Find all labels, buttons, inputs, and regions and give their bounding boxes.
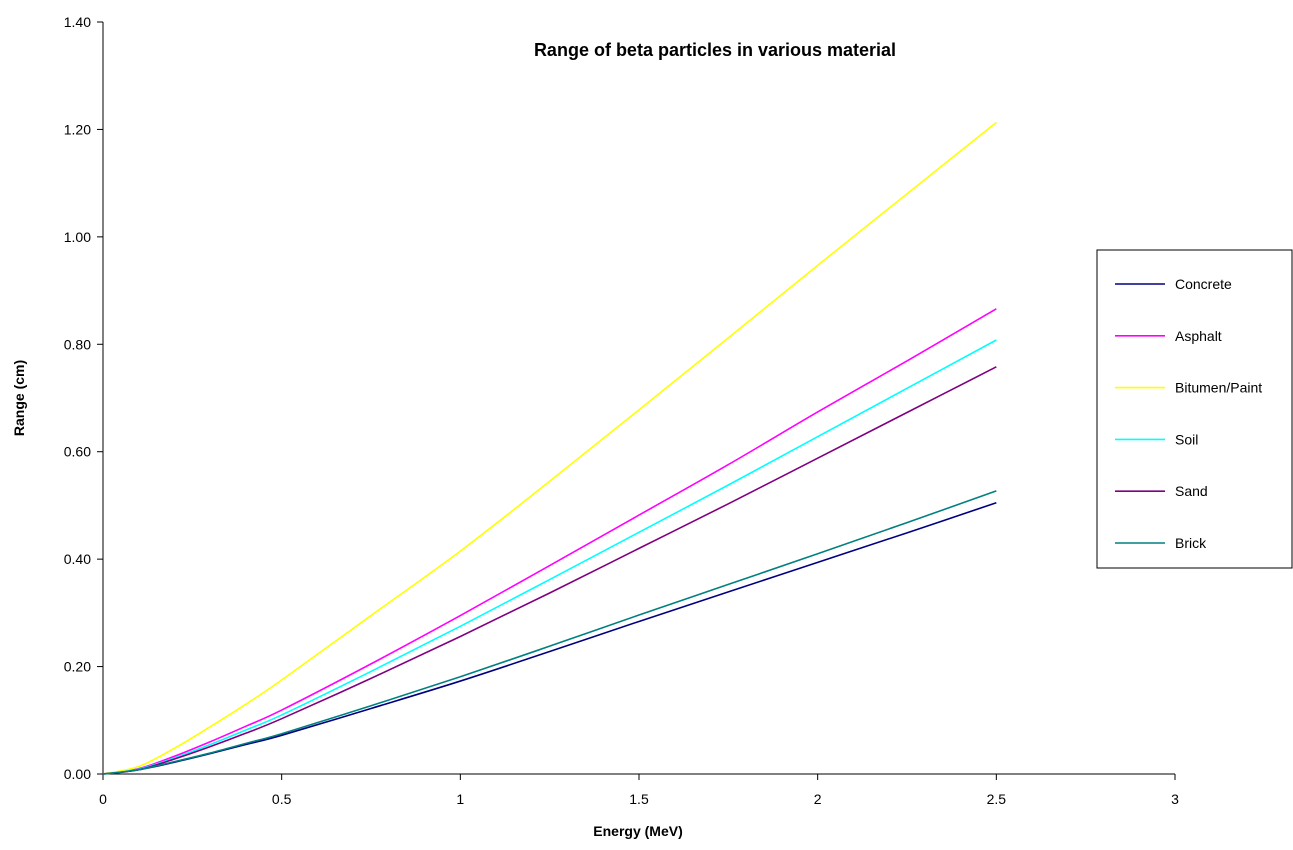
series-line-bitumen-paint: [103, 122, 996, 774]
series-line-asphalt: [103, 309, 996, 774]
y-tick-label: 1.20: [64, 121, 91, 137]
legend-label-brick: Brick: [1175, 535, 1207, 551]
legend-label-sand: Sand: [1175, 483, 1208, 499]
y-tick-label: 1.00: [64, 229, 91, 245]
x-tick-label: 2: [814, 791, 822, 807]
plot-area: 0.00 0.20 0.40 0.60 0.80 1.00 1.20 1.40 0 0.5 1 1.5…: [64, 14, 1179, 807]
legend-label-concrete: Concrete: [1175, 276, 1232, 292]
series-line-soil: [103, 340, 996, 774]
series-line-brick: [103, 491, 996, 774]
chart-title: Range of beta particles in various mater…: [534, 40, 896, 60]
legend-label-soil: Soil: [1175, 431, 1198, 447]
legend-label-bitumen-paint: Bitumen/Paint: [1175, 380, 1262, 396]
y-tick-label: 0.60: [64, 444, 91, 460]
x-tick-label: 3: [1171, 791, 1179, 807]
y-tick-label: 0.80: [64, 336, 91, 352]
y-tick-label: 0.20: [64, 659, 91, 675]
y-tick-label: 0.00: [64, 766, 91, 782]
y-tick-label: 1.40: [64, 14, 91, 30]
x-axis-label: Energy (MeV): [593, 823, 682, 839]
y-tick-label: 0.40: [64, 551, 91, 567]
legend: Concrete Asphalt Bitumen/Paint Soil Sand Bric…: [1097, 250, 1292, 568]
x-tick-label: 0.5: [272, 791, 292, 807]
x-tick-label: 1: [456, 791, 464, 807]
series-line-sand: [103, 367, 996, 774]
x-tick-label: 2.5: [987, 791, 1007, 807]
y-axis-label: Range (cm): [11, 360, 27, 436]
x-tick-label: 1.5: [629, 791, 649, 807]
x-tick-label: 0: [99, 791, 107, 807]
legend-box: [1097, 250, 1292, 568]
legend-label-asphalt: Asphalt: [1175, 328, 1222, 344]
